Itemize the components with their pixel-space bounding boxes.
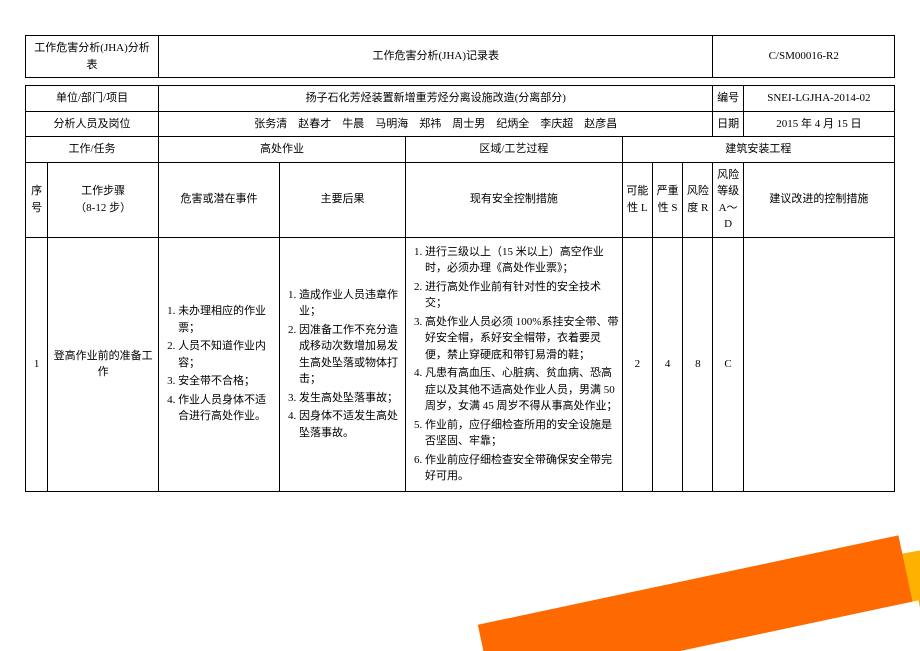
col-risk: 风险度 R <box>683 162 713 237</box>
cell-hazard: 未办理相应的作业票；人员不知道作业内容； 安全带不合格； 作业人员身体不适合进行高处… <box>159 237 280 491</box>
cell-s: 4 <box>653 237 683 491</box>
task-label: 工作/任务 <box>26 137 159 163</box>
cell-r: 8 <box>683 237 713 491</box>
cell-consequence: 造成作业人员违章作业；因准备工作不充分造成移动次数增加易发生高处坠落或物体打击；… <box>280 237 406 491</box>
date-value: 2015 年 4 月 15 日 <box>743 111 894 137</box>
col-step: 工作步骤 （8-12 步） <box>48 162 159 237</box>
col-no: 序号 <box>26 162 48 237</box>
code-value: SNEI-LGJHA-2014-02 <box>743 86 894 112</box>
list-item: 进行高处作业前有针对性的安全技术交； <box>425 279 619 312</box>
col-grade: 风险等级 A～D <box>713 162 743 237</box>
analyst-value: 张务清 赵春才 牛晨 马明海 郑祎 周士男 纪炳全 李庆超 赵彦昌 <box>159 111 713 137</box>
cell-l: 2 <box>622 237 652 491</box>
data-row: 1 登高作业前的准备工作 未办理相应的作业票；人员不知道作业内容； 安全带不合格；… <box>26 237 895 491</box>
cell-control: 进行三级以上（15 米以上）高空作业时，必须办理《高处作业票》；进行高处作业前有… <box>406 237 623 491</box>
list-item: 因准备工作不充分造成移动次数增加易发生高处坠落或物体打击； <box>299 322 402 388</box>
col-control: 现有安全控制措施 <box>406 162 623 237</box>
col-hazard: 危害或潜在事件 <box>159 162 280 237</box>
decorative-stripes <box>0 531 920 651</box>
area-value: 建筑安装工程 <box>622 137 894 163</box>
list-item: 凡患有高血压、心脏病、贫血病、恐高症以及其他不适高处作业人员，男满 50 周岁，… <box>425 365 619 415</box>
cell-step: 登高作业前的准备工作 <box>48 237 159 491</box>
list-item: 作业前应仔细检查安全带确保安全带完好可用。 <box>425 452 619 485</box>
unit-value: 扬子石化芳烃装置新增重芳烃分离设施改造(分离部分) <box>159 86 713 112</box>
list-item: 高处作业人员必须 100%系挂安全带、带好安全帽，系好安全帽带，衣着要灵便，禁止… <box>425 314 619 364</box>
cell-grade: C <box>713 237 743 491</box>
header-left: 工作危害分析(JHA)分析表 <box>26 36 159 78</box>
analyst-label: 分析人员及岗位 <box>26 111 159 137</box>
col-suggest: 建议改进的控制措施 <box>743 162 894 237</box>
cell-no: 1 <box>26 237 48 491</box>
list-item: 造成作业人员违章作业； <box>299 287 402 320</box>
list-item: 进行三级以上（15 米以上）高空作业时，必须办理《高处作业票》； <box>425 244 619 277</box>
header-center: 工作危害分析(JHA)记录表 <box>159 36 713 78</box>
list-item: 人员不知道作业内容； <box>178 338 276 371</box>
jha-table: 工作危害分析(JHA)分析表 工作危害分析(JHA)记录表 C/SM00016-… <box>25 35 895 492</box>
list-item: 发生高处坠落事故； <box>299 390 402 407</box>
header-right: C/SM00016-R2 <box>713 36 895 78</box>
col-consequence: 主要后果 <box>280 162 406 237</box>
date-label: 日期 <box>713 111 743 137</box>
col-likelihood: 可能性 L <box>622 162 652 237</box>
unit-label: 单位/部门/项目 <box>26 86 159 112</box>
area-label: 区域/工艺过程 <box>406 137 623 163</box>
list-item: 因身体不适发生高处坠落事故。 <box>299 408 402 441</box>
cell-suggest <box>743 237 894 491</box>
task-value: 高处作业 <box>159 137 406 163</box>
list-item: 作业人员身体不适合进行高处作业。 <box>178 392 276 425</box>
list-item: 作业前，应仔细检查所用的安全设施是否坚固、牢靠； <box>425 417 619 450</box>
list-item: 未办理相应的作业票； <box>178 303 276 336</box>
col-severity: 严重性 S <box>653 162 683 237</box>
code-label: 编号 <box>713 86 743 112</box>
list-item: 安全带不合格； <box>178 373 276 390</box>
